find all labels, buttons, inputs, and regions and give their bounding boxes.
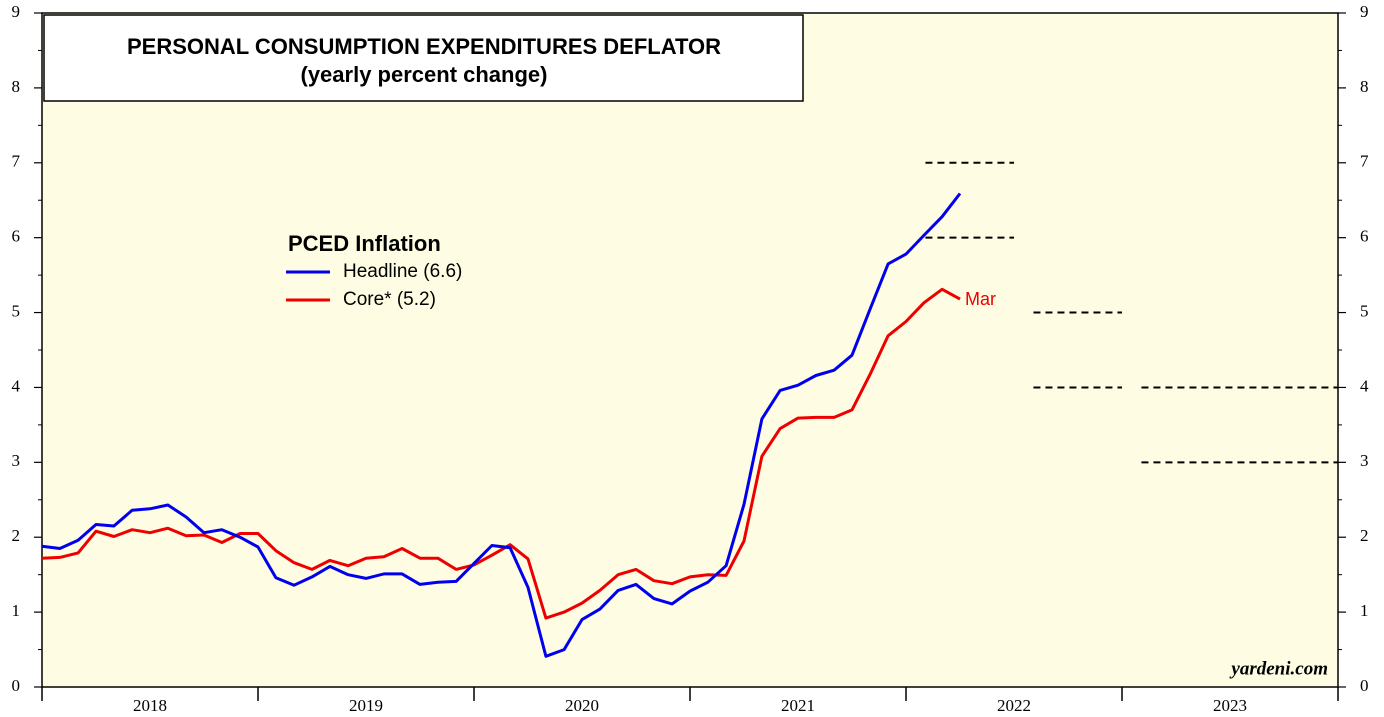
series-line xyxy=(41,287,961,620)
y-tick-label: 6 xyxy=(12,227,21,246)
y-tick-label: 8 xyxy=(12,77,21,96)
y-tick-label: 1 xyxy=(12,601,21,620)
y2-tick-label: 6 xyxy=(1360,227,1369,246)
title-box xyxy=(43,14,804,102)
chart-subtitle: (yearly percent change) xyxy=(301,62,548,87)
legend-label: Headline (6.6) xyxy=(343,261,462,282)
x-tick-label: 2018 xyxy=(133,696,167,715)
y2-tick-label: 8 xyxy=(1360,77,1369,96)
x-tick-label: 2019 xyxy=(349,696,383,715)
plot-area xyxy=(41,12,1339,688)
x-tick-label: 2021 xyxy=(781,696,815,715)
chart-title: PERSONAL CONSUMPTION EXPENDITURES DEFLAT… xyxy=(127,34,721,59)
legend-title: PCED Inflation xyxy=(288,231,441,256)
y2-tick-label: 4 xyxy=(1360,376,1369,395)
legend-label: Core* (5.2) xyxy=(343,289,436,310)
y-tick-label: 3 xyxy=(12,451,21,470)
y2-tick-label: 2 xyxy=(1360,526,1369,545)
y-tick-label: 2 xyxy=(12,526,21,545)
y2-tick-label: 3 xyxy=(1360,451,1369,470)
watermark: yardeni.com xyxy=(1229,658,1328,679)
y2-tick-label: 1 xyxy=(1360,601,1369,620)
x-tick-label: 2023 xyxy=(1213,696,1247,715)
y-tick-label: 9 xyxy=(12,2,21,21)
x-tick-label: 2022 xyxy=(997,696,1031,715)
series-line xyxy=(41,192,962,658)
y-tick-label: 4 xyxy=(12,376,21,395)
y-tick-label: 5 xyxy=(12,301,21,320)
y2-tick-label: 9 xyxy=(1360,2,1369,21)
y-tick-label: 7 xyxy=(12,152,21,171)
y-tick-label: 0 xyxy=(12,676,21,695)
y2-tick-label: 0 xyxy=(1360,676,1369,695)
x-tick-label: 2020 xyxy=(565,696,599,715)
y2-tick-label: 7 xyxy=(1360,152,1369,171)
y2-tick-label: 5 xyxy=(1360,301,1369,320)
annotation: Mar xyxy=(965,289,996,309)
